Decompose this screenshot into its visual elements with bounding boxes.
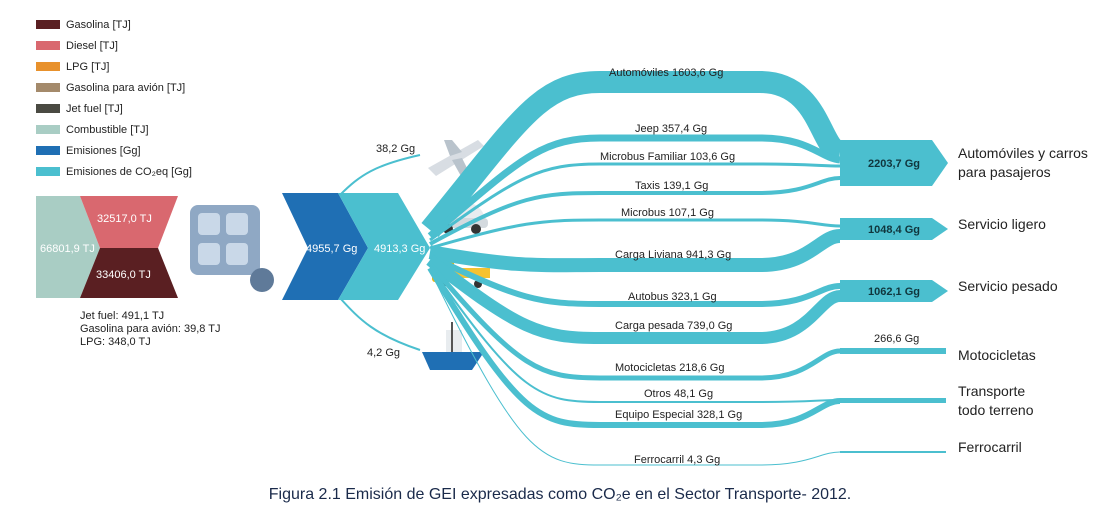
flow-label-microbus-familiar: Microbus Familiar 103,6 Gg <box>600 151 735 163</box>
flow-label-ferrocarril: Ferrocarril 4,3 Gg <box>634 454 720 466</box>
legend-item: LPG [TJ] <box>36 56 192 77</box>
flow-label-automoviles: Automóviles 1603,6 Gg <box>609 67 723 79</box>
cat-name-ferrocarril: Ferrocarril <box>958 439 1022 455</box>
legend-swatch <box>36 20 60 29</box>
legend-label: Jet fuel [TJ] <box>66 102 123 115</box>
flow-label-carga-pesada: Carga pesada 739,0 Gg <box>615 320 732 332</box>
legend-label: Emisiones [Gg] <box>66 144 141 157</box>
legend-swatch <box>36 125 60 134</box>
sea-flow <box>339 297 421 351</box>
legend-label: Combustible [TJ] <box>66 123 149 136</box>
dest-pesado-arrow <box>840 280 948 302</box>
legend-swatch <box>36 83 60 92</box>
legend-label: LPG [TJ] <box>66 60 110 73</box>
flow-equipo-especial <box>427 266 841 428</box>
legend-swatch <box>36 146 60 155</box>
legend-item: Gasolina [TJ] <box>36 14 192 35</box>
flow-label-autobus: Autobus 323,1 Gg <box>628 291 717 303</box>
dest-ligero-arrow <box>840 218 948 240</box>
cat-value-autos: 2203,7 Gg <box>868 158 920 170</box>
flow-microbus-familiar <box>429 162 841 242</box>
emissions-block <box>282 193 368 300</box>
fuel-total-label: 66801,9 TJ <box>40 243 95 255</box>
legend-label: Diesel [TJ] <box>66 39 118 52</box>
flow-automoviles <box>421 71 844 237</box>
note-gasolina-avion: Gasolina para avión: 39,8 TJ <box>80 323 221 335</box>
flow-label-otros: Otros 48,1 Gg <box>644 388 713 400</box>
emissions-total-label: 4955,7 Gg <box>306 243 357 255</box>
legend-swatch <box>36 62 60 71</box>
flow-microbus <box>429 218 841 250</box>
cat-name-ligero: Servicio ligero <box>958 216 1046 232</box>
legend-item: Diesel [TJ] <box>36 35 192 56</box>
gasolina-label: 33406,0 TJ <box>96 269 151 281</box>
note-jet-fuel: Jet fuel: 491,1 TJ <box>80 310 165 322</box>
flow-carga-pesada <box>426 255 842 344</box>
dest-moto-bar <box>840 348 946 354</box>
diesel-label: 32517,0 TJ <box>97 213 152 225</box>
flow-label-taxis: Taxis 139,1 Gg <box>635 180 708 192</box>
cat-name-todoterreno-1: Transporte <box>958 383 1025 399</box>
legend-label: Emisiones de CO₂eq [Gg] <box>66 165 192 178</box>
legend: Gasolina [TJ] Diesel [TJ] LPG [TJ] Gasolina… <box>36 14 192 182</box>
flow-label-jeep: Jeep 357,4 Gg <box>635 123 707 135</box>
cat-name-autos-1: Automóviles y carros <box>958 145 1088 161</box>
engine-icon <box>190 205 274 292</box>
legend-swatch <box>36 41 60 50</box>
air-flow <box>339 154 421 196</box>
flow-label-equipo-especial: Equipo Especial 328,1 Gg <box>615 409 742 421</box>
co2eq-block <box>338 193 430 300</box>
dest-ferrocarril-bar <box>840 451 946 453</box>
fuel-notes: Jet fuel: 491,1 TJ Gasolina para avión: … <box>80 310 220 349</box>
gasolina-block <box>80 248 178 298</box>
sea-emission-label: 4,2 Gg <box>367 347 400 359</box>
flow-taxis <box>429 176 841 246</box>
flow-motocicletas <box>428 262 841 381</box>
dest-autos-arrow <box>840 140 948 186</box>
co2eq-label: 4913,3 Gg <box>374 243 425 255</box>
flow-autobus <box>428 253 841 307</box>
legend-item: Emisiones de CO₂eq [Gg] <box>36 161 192 182</box>
cat-name-todoterreno-2: todo terreno <box>958 402 1034 418</box>
cat-name-autos-2: para pasajeros <box>958 164 1051 180</box>
legend-label: Gasolina [TJ] <box>66 18 131 31</box>
flow-jeep <box>427 134 841 239</box>
legend-item: Emisiones [Gg] <box>36 140 192 161</box>
cat-name-moto: Motocicletas <box>958 347 1036 363</box>
flow-carga-liviana <box>428 229 841 273</box>
flow-label-motocicletas: Motocicletas 218,6 Gg <box>615 362 724 374</box>
air-emission-label: 38,2 Gg <box>376 143 415 155</box>
diesel-block <box>80 196 178 248</box>
legend-item: Jet fuel [TJ] <box>36 98 192 119</box>
cat-name-pesado: Servicio pesado <box>958 278 1058 294</box>
flow-label-carga-liviana: Carga Liviana 941,3 Gg <box>615 249 731 261</box>
legend-swatch <box>36 167 60 176</box>
flow-bands <box>421 71 844 466</box>
legend-item: Combustible [TJ] <box>36 119 192 140</box>
legend-item: Gasolina para avión [TJ] <box>36 77 192 98</box>
cat-value-pesado: 1062,1 Gg <box>868 286 920 298</box>
flow-otros <box>429 265 841 403</box>
cat-value-moto: 266,6 Gg <box>874 333 919 345</box>
flow-ferrocarril <box>429 269 841 466</box>
cat-value-ligero: 1048,4 Gg <box>868 224 920 236</box>
legend-swatch <box>36 104 60 113</box>
fuel-total-block <box>36 196 100 298</box>
flow-label-microbus: Microbus 107,1 Gg <box>621 207 714 219</box>
figure-caption: Figura 2.1 Emisión de GEI expresadas com… <box>268 486 852 503</box>
note-lpg: LPG: 348,0 TJ <box>80 336 151 348</box>
legend-label: Gasolina para avión [TJ] <box>66 81 186 94</box>
boat-icon <box>422 322 484 370</box>
dest-todoterreno-bar <box>840 398 946 403</box>
